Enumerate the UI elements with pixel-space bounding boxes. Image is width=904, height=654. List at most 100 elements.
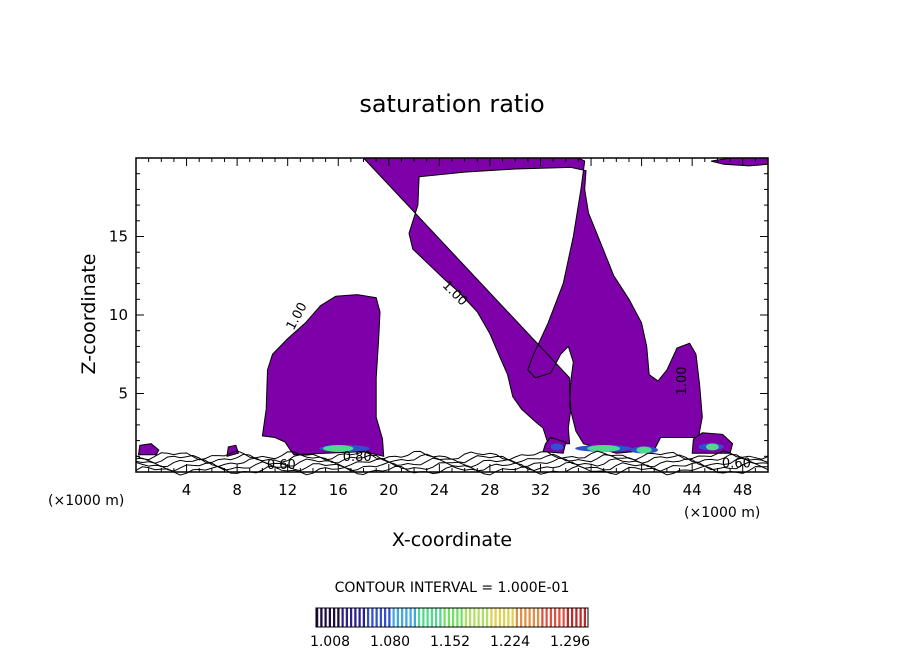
colorbar-stripe — [354, 608, 357, 627]
colorbar-stripe — [371, 608, 374, 627]
colorbar-stripe — [384, 608, 387, 627]
colorbar-stripe — [515, 608, 519, 627]
contour-label: 1.00 — [675, 366, 690, 395]
colorbar-tick-label: 1.008 — [310, 634, 350, 650]
colorbar-gap — [437, 608, 440, 627]
x-tick-label: 8 — [232, 481, 242, 499]
x-tick-label: 36 — [581, 481, 600, 499]
supersaturation-spot — [550, 443, 564, 451]
colorbar-tick-label: 1.152 — [430, 634, 470, 650]
colorbar-stripe — [341, 608, 344, 627]
colorbar-stripe — [435, 608, 438, 627]
plot-area: 1.001.001.000.800.60 0.604 8 12 16 20 24 28 32 36… — [109, 157, 769, 499]
colorbar-gap — [547, 608, 550, 627]
x-tick-label: 20 — [379, 481, 398, 499]
colorbar-stripe — [379, 608, 383, 627]
colorbar-stripe — [345, 608, 349, 627]
contour-label: 0.80 — [343, 450, 372, 465]
colorbar-stripe — [350, 608, 353, 627]
colorbar-stripe — [439, 608, 442, 627]
colorbar-gap — [496, 608, 499, 627]
colorbar: 1.008 1.080 1.152 1.224 1.296 — [310, 607, 590, 650]
x-axis-label: X-coordinate — [392, 529, 512, 551]
x-unit-label-right: (×1000 m) — [684, 505, 760, 521]
colorbar-gap — [552, 608, 554, 627]
colorbar-stripe — [447, 608, 451, 627]
y-tick-label: 5 — [118, 385, 128, 403]
colorbar-gap — [377, 608, 380, 627]
colorbar-gap — [454, 608, 457, 627]
colorbar-gap — [407, 608, 410, 627]
colorbar-gap — [382, 608, 384, 627]
saturated-region — [362, 157, 703, 454]
colorbar-stripe — [358, 608, 361, 627]
colorbar-gap — [492, 608, 495, 627]
colorbar-gap — [581, 608, 584, 627]
colorbar-stripe — [333, 608, 336, 627]
chart-title: saturation ratio — [359, 90, 544, 118]
colorbar-gap — [522, 608, 525, 627]
colorbar-gap — [484, 608, 486, 627]
colorbar-stripe — [490, 608, 493, 627]
colorbar-stripe — [418, 608, 421, 627]
colorbar-gap — [441, 608, 444, 627]
colorbar-gap — [509, 608, 512, 627]
colorbar-gap — [479, 608, 482, 627]
x-tick-label: 12 — [278, 481, 297, 499]
colorbar-stripe — [430, 608, 434, 627]
supersaturation-spot — [706, 443, 719, 451]
colorbar-stripe — [320, 608, 323, 627]
colorbar-gap — [573, 608, 576, 627]
colorbar-stripe — [375, 608, 378, 627]
colorbar-gap — [518, 608, 520, 627]
colorbar-stripe — [460, 608, 463, 627]
colorbar-stripe — [528, 608, 531, 627]
colorbar-stripe — [337, 608, 340, 627]
colorbar-tick-label: 1.224 — [490, 634, 530, 650]
colorbar-gap — [488, 608, 491, 627]
x-tick-label: 24 — [430, 481, 449, 499]
contour-line — [135, 461, 768, 472]
x-tick-label: 44 — [683, 481, 702, 499]
colorbar-stripe — [498, 608, 502, 627]
colorbar-stripe — [554, 608, 557, 627]
colorbar-gap — [462, 608, 465, 627]
colorbar-gap — [428, 608, 431, 627]
colorbar-stripe — [579, 608, 582, 627]
supersaturation-spot — [323, 444, 354, 452]
colorbar-gap — [560, 608, 563, 627]
colorbar-stripe — [507, 608, 510, 627]
colorbar-stripe — [396, 608, 400, 627]
colorbar-stripe — [328, 608, 332, 627]
contour-label: 0.60 — [722, 456, 751, 471]
colorbar-gap — [535, 608, 537, 627]
colorbar-stripe — [405, 608, 408, 627]
colorbar-stripe — [422, 608, 425, 627]
colorbar-stripe — [562, 608, 565, 627]
colorbar-stripe — [503, 608, 506, 627]
colorbar-stripe — [541, 608, 544, 627]
colorbar-stripe — [524, 608, 527, 627]
colorbar-gap — [403, 608, 406, 627]
colorbar-stripe — [532, 608, 536, 627]
colorbar-stripe — [409, 608, 412, 627]
colorbar-stripe — [511, 608, 514, 627]
colorbar-stripe — [583, 608, 587, 627]
x-tick-label: 48 — [733, 481, 752, 499]
contour-interval-label: CONTOUR INTERVAL = 1.000E-01 — [335, 580, 570, 596]
colorbar-stripe — [401, 608, 404, 627]
x-tick-label: 32 — [531, 481, 550, 499]
colorbar-gap — [433, 608, 435, 627]
colorbar-stripe — [537, 608, 540, 627]
colorbar-frame — [315, 607, 589, 628]
colorbar-gap — [416, 608, 418, 627]
contour-line — [135, 450, 769, 461]
colorbar-stripe — [362, 608, 366, 627]
colorbar-gap — [411, 608, 414, 627]
colorbar-stripe — [520, 608, 523, 627]
colorbar-stripe — [558, 608, 561, 627]
colorbar-gap — [369, 608, 372, 627]
colorbar-tick-label: 1.296 — [550, 634, 590, 650]
colorbar-stripe — [486, 608, 489, 627]
